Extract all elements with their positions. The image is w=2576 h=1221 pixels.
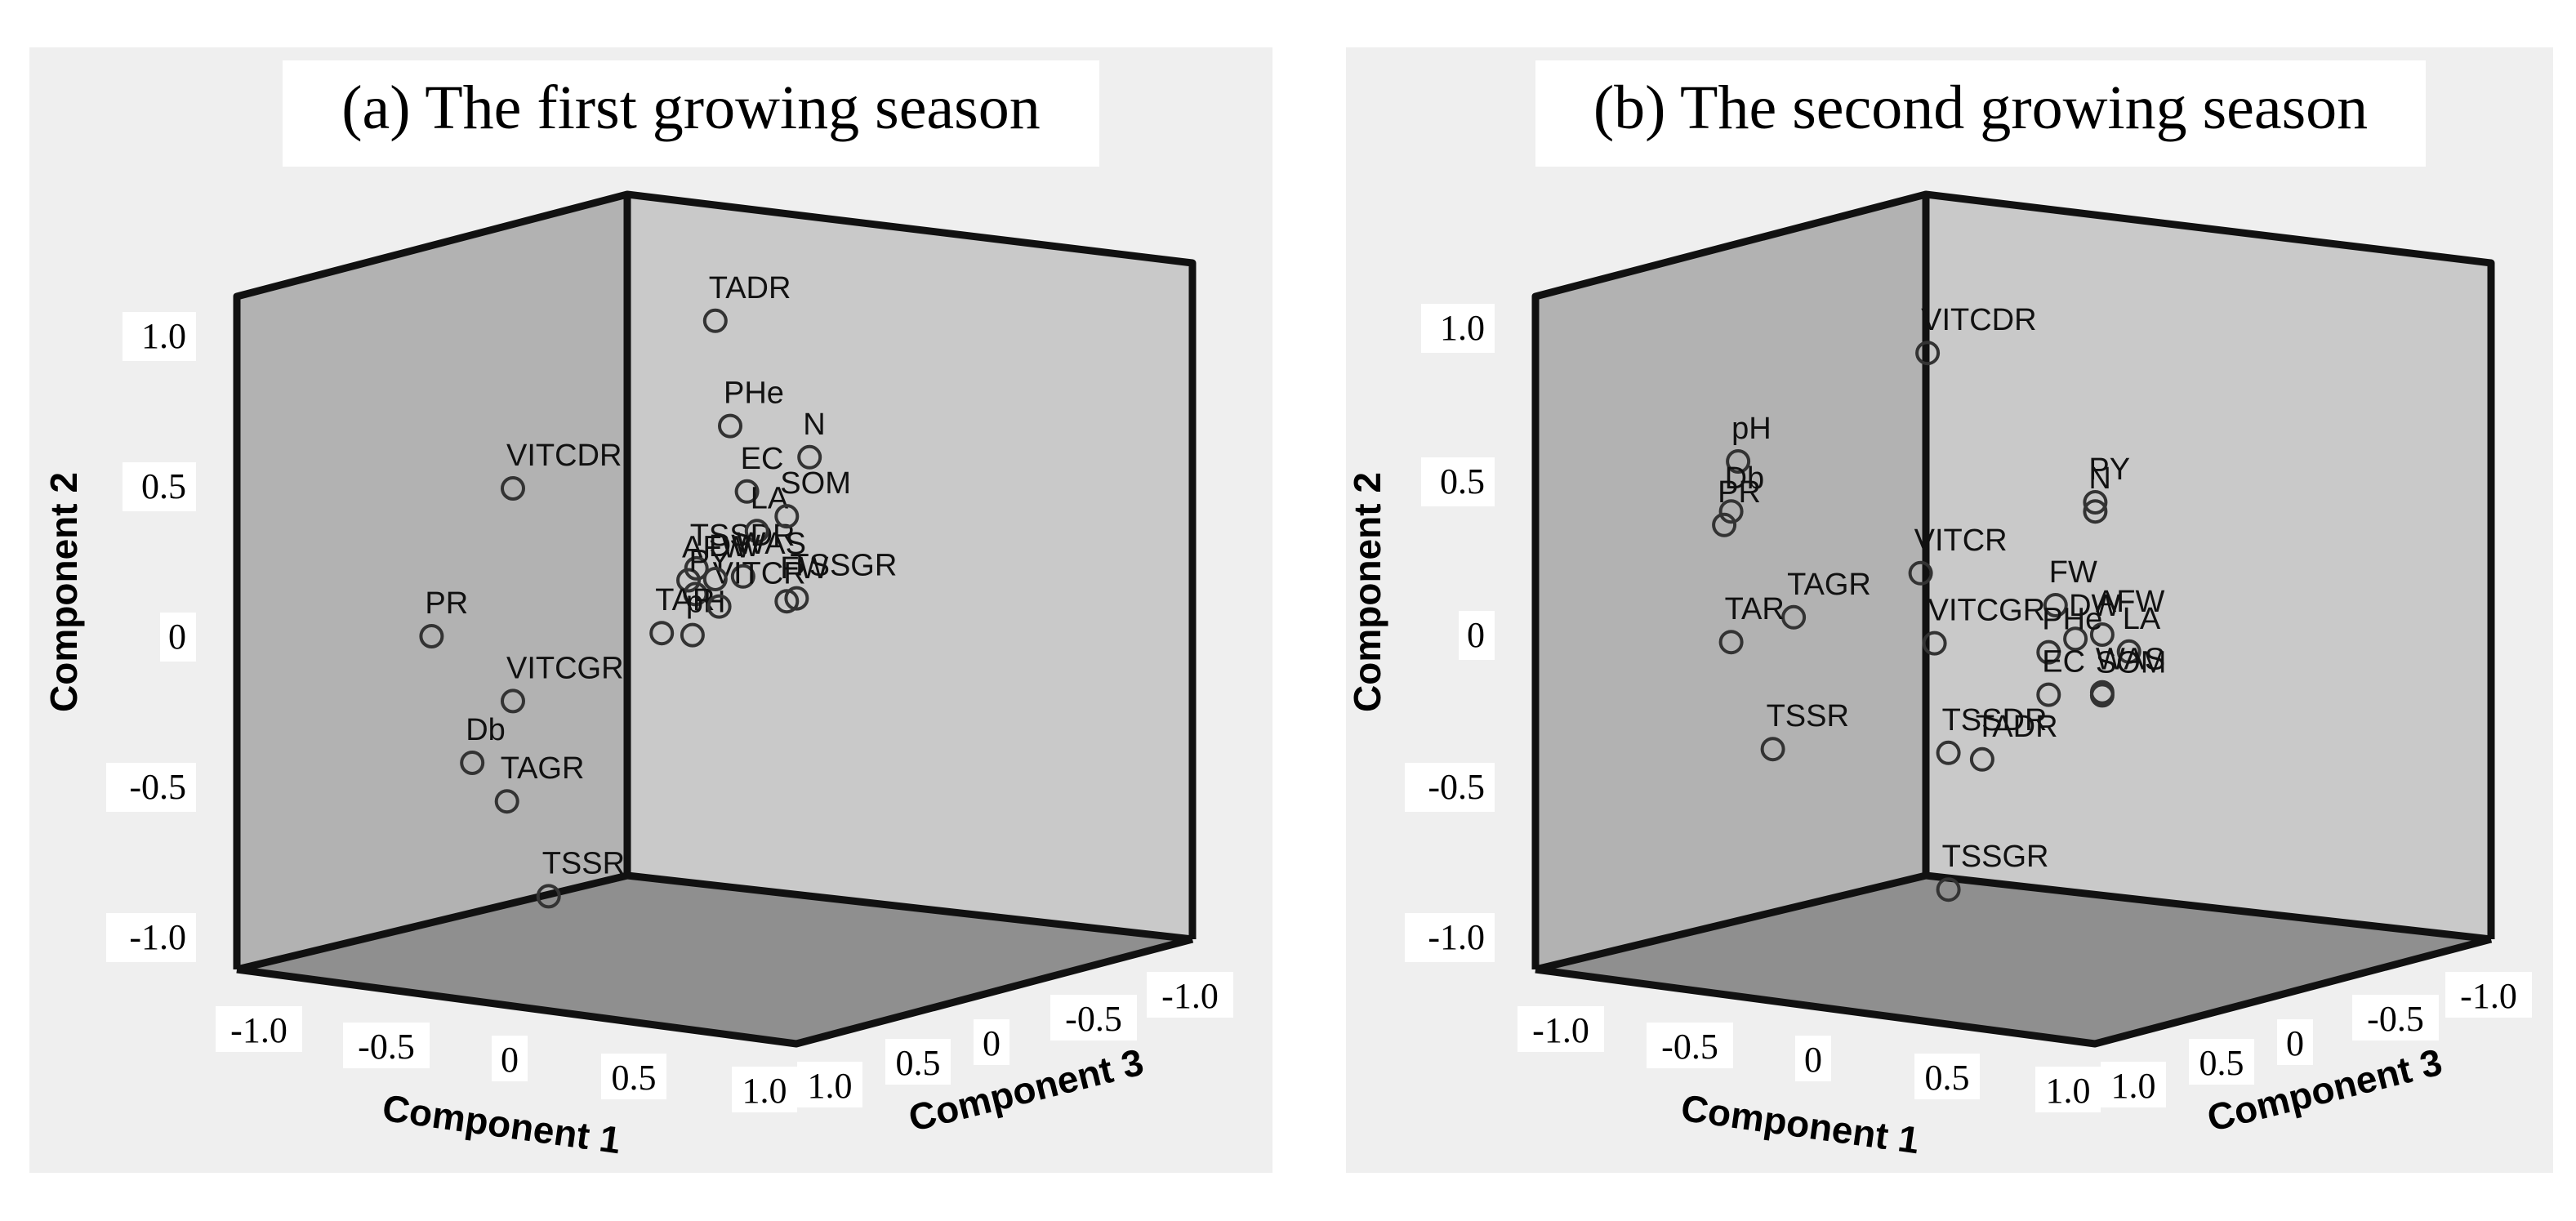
panel-b-point-label: VITCDR	[1921, 303, 2036, 337]
panel-a-z-tick-label: 1.0	[808, 1066, 853, 1106]
panel-b-point-label: VITCR	[1914, 524, 2008, 558]
panel-b-point-label: TAGR	[1787, 568, 1871, 602]
chart-panel-b: (b) The second growing season Component …	[1346, 47, 2553, 1173]
panel-b-y-tick-label: 0.5	[1440, 461, 1485, 501]
panel-b-point-label: TSSR	[1767, 699, 1849, 733]
panel-b-point-label: TAR	[1725, 592, 1785, 626]
panel-b-point-label: FW	[2049, 555, 2097, 590]
panel-b-x-tick-label: 0	[1804, 1040, 1822, 1080]
panel-a-point-label: PHe	[724, 377, 784, 411]
panel-a-y-tick-label: -0.5	[129, 767, 186, 807]
panel-a-x-tick-label: 0.5	[612, 1058, 657, 1098]
panel-b-point-label: VITCGR	[1928, 594, 2046, 628]
panel-b-point-label: pH	[1731, 412, 1772, 446]
panel-a-z-tick-label: 0.5	[896, 1043, 941, 1083]
panel-a-point-label: VITCDR	[506, 439, 622, 473]
panel-a-point-label: EC	[741, 442, 784, 476]
panel-b-z-tick-label: 1.0	[2111, 1066, 2156, 1106]
panel-b-x-tick-label: -0.5	[1661, 1027, 1718, 1067]
panel-b-y-axis-title: Component 2	[1346, 472, 1388, 712]
panel-b-z-tick-label: 0.5	[2199, 1043, 2244, 1083]
panel-b-point-label: LA	[2123, 602, 2161, 636]
panel-b-z-tick-label: 0	[2286, 1023, 2304, 1063]
panel-a-point-label: TADR	[709, 271, 791, 305]
panel-b-y-tick-label: -1.0	[1428, 917, 1485, 957]
panel-a-point-label: SOM	[780, 466, 851, 501]
panel-a-y-tick-label: 0	[168, 617, 186, 657]
panel-b-y-tick-label: -0.5	[1428, 767, 1485, 807]
panel-b-x-tick-label: 0.5	[1925, 1058, 1970, 1098]
panel-b-point-label: PHe	[2042, 603, 2102, 637]
panel-b-point-label: EC	[2042, 645, 2085, 680]
panel-a-point-label: TAGR	[501, 751, 585, 786]
chart-panel-a: (a) The first growing season Component 2…	[29, 47, 1272, 1173]
panel-a-x-tick-label: -0.5	[358, 1027, 415, 1067]
panel-a-y-tick-label: 0.5	[141, 466, 186, 506]
panel-b-point-label: PR	[1718, 475, 1761, 510]
figure: (a) The first growing season Component 2…	[0, 0, 2576, 1221]
panel-b-point-label: N	[2088, 461, 2110, 496]
panel-b-y-tick-label: 0	[1467, 615, 1485, 655]
panel-a-x-tick-label: -1.0	[230, 1010, 287, 1050]
panel-a-y-axis-title: Component 2	[42, 472, 85, 712]
panel-b-point-label: SOM	[2096, 645, 2167, 680]
panel-a-point-label: TSSR	[542, 846, 625, 880]
panel-a-point-label: N	[803, 408, 825, 442]
panel-b-title: (b) The second growing season	[1593, 74, 2368, 142]
panel-a-point-label: VITCGR	[506, 651, 624, 685]
panel-a-point-label: TSSGR	[790, 549, 897, 583]
panel-a-z-tick-label: -0.5	[1065, 999, 1122, 1039]
panel-a-y-tick-label: 1.0	[141, 316, 186, 356]
panel-a-x-tick-label: 0	[501, 1040, 519, 1080]
figure-svg: (a) The first growing season Component 2…	[0, 0, 2576, 1221]
panel-a-point-label: Db	[466, 713, 506, 747]
panel-b-y-tick-label: 1.0	[1440, 308, 1485, 348]
panel-a-y-tick-label: -1.0	[129, 917, 186, 957]
panel-a-title: (a) The first growing season	[341, 74, 1040, 142]
panel-a-z-tick-label: -1.0	[1161, 976, 1219, 1016]
panel-a-point-label: PR	[425, 586, 468, 621]
panel-a-x-tick-label: 1.0	[742, 1071, 787, 1111]
panel-b-point-label: TSSGR	[1942, 840, 2049, 874]
panel-b-z-tick-label: -0.5	[2367, 999, 2424, 1039]
panel-a-z-tick-label: 0	[983, 1023, 1001, 1063]
panel-a-point-label: DW	[709, 529, 760, 564]
panel-b-x-tick-label: -1.0	[1532, 1010, 1589, 1050]
panel-b-x-tick-label: 1.0	[2046, 1071, 2091, 1111]
panel-b-point-label: TADR	[1976, 710, 2058, 744]
panel-b-z-tick-label: -1.0	[2460, 976, 2517, 1016]
